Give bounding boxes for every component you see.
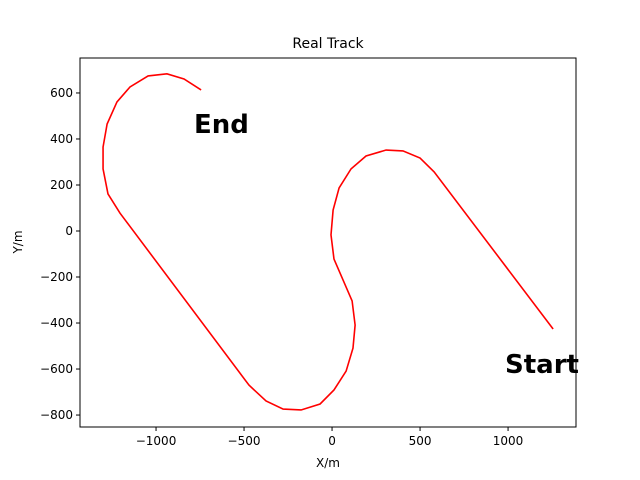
annotation: Start [505,350,579,380]
x-tick-label: −500 [228,434,261,448]
plot-frame [79,57,577,428]
y-tick-label: 0 [65,224,73,238]
x-tick-label: 0 [328,434,336,448]
x-tick-label: −1000 [136,434,177,448]
y-axis-label: Y/m [11,230,25,254]
y-tick-label: 200 [50,178,73,192]
y-tick-label: −400 [40,316,73,330]
y-tick-label: 400 [50,132,73,146]
y-tick-label: −800 [40,408,73,422]
x-axis-label: X/m [316,456,340,470]
chart-title: Real Track [292,36,364,52]
y-tick-label: 600 [50,86,73,100]
track-line [102,73,554,411]
x-tick-label: 1000 [493,434,524,448]
x-tick-label: 500 [409,434,432,448]
y-tick-label: −600 [40,362,73,376]
y-tick-label: −200 [40,270,73,284]
annotation: End [194,110,249,140]
